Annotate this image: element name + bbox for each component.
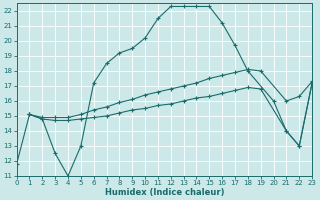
X-axis label: Humidex (Indice chaleur): Humidex (Indice chaleur) bbox=[105, 188, 224, 197]
